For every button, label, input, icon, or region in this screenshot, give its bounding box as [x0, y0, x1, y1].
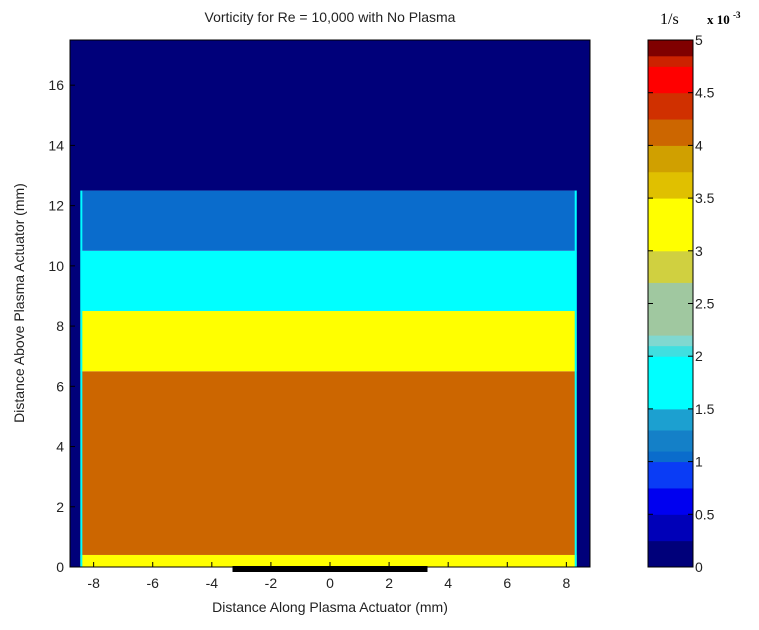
- colorbar-tick-label: 2.5: [695, 296, 715, 312]
- outside-region-0: [70, 40, 81, 567]
- colorbar-level-15: [648, 119, 693, 146]
- colorbar-multiplier: x 10 -3: [707, 10, 741, 27]
- colorbar-multiplier-base: x 10: [707, 12, 730, 27]
- y-tick-label: 2: [56, 499, 64, 515]
- y-tick-label: 16: [48, 77, 64, 93]
- colorbar-tick-label: 3: [695, 243, 703, 259]
- x-axis-label: Distance Along Plasma Actuator (mm): [212, 599, 448, 615]
- x-tick-label: -6: [147, 575, 160, 591]
- colorbar-level-13: [648, 171, 693, 199]
- vorticity-band-2: [70, 311, 590, 372]
- colorbar-level-11: [648, 250, 693, 283]
- vorticity-band-4: [70, 190, 590, 251]
- colorbar-level-17: [648, 66, 693, 94]
- y-tick-label: 6: [56, 378, 64, 394]
- y-tick-labels: 0 2 4 6 8 10 12 14 16: [48, 77, 75, 575]
- x-tick-labels: -8 -6 -4 -2 0 2 4 6 8: [87, 562, 570, 591]
- y-tick-label: 14: [48, 137, 64, 153]
- vorticity-band-3: [70, 250, 590, 312]
- colorbar-tick-label: 0: [695, 559, 703, 575]
- y-tick-label: 4: [56, 439, 64, 455]
- left-edge-line: [80, 190, 83, 567]
- y-tick-label: 12: [48, 198, 64, 214]
- colorbar-level-9: [648, 335, 693, 347]
- colorbar-level-8: [648, 345, 693, 357]
- colorbar-level-5: [648, 429, 693, 452]
- y-tick-label: 10: [48, 258, 64, 274]
- colorbar-tick-label: 3.5: [695, 190, 715, 206]
- colorbar-level-12: [648, 198, 693, 252]
- y-axis-label: Distance Above Plasma Actuator (mm): [11, 183, 27, 423]
- colorbar-multiplier-exponent: -3: [733, 10, 741, 20]
- actuator-electrode-0: [232, 566, 330, 572]
- actuator-electrode-1: [330, 566, 428, 572]
- colorbar-tick-label: 2: [695, 348, 703, 364]
- colorbar-level-18: [648, 55, 693, 67]
- colorbar-tick-label: 4: [695, 137, 703, 153]
- vorticity-band-0: [70, 554, 590, 567]
- x-tick-label: -8: [87, 575, 100, 591]
- colorbar: [647, 39, 694, 568]
- colorbar-unit-label: 1/s: [660, 11, 679, 28]
- x-tick-label: 2: [385, 575, 393, 591]
- x-tick-label: 4: [444, 575, 452, 591]
- colorbar-tick-labels: 0 0.5 1 1.5 2 2.5 3 3.5 4 4.5 5: [648, 32, 715, 575]
- colorbar-level-7: [648, 356, 693, 410]
- colorbar-level-2: [648, 487, 693, 515]
- colorbar-level-19: [648, 40, 693, 57]
- y-tick-label: 8: [56, 318, 64, 334]
- colorbar-tick-label: 5: [695, 32, 703, 48]
- colorbar-level-16: [648, 92, 693, 120]
- x-tick-label: 8: [562, 575, 570, 591]
- y-tick-label: 0: [56, 559, 64, 575]
- colorbar-tick-label: 0.5: [695, 506, 715, 522]
- right-edge-line: [574, 190, 577, 567]
- colorbar-level-14: [648, 145, 693, 173]
- colorbar-level-0: [648, 540, 693, 568]
- colorbar-tick-label: 1: [695, 454, 703, 470]
- colorbar-level-10: [648, 282, 693, 336]
- colorbar-tick-label: 4.5: [695, 85, 715, 101]
- colorbar-level-6: [648, 408, 693, 431]
- colorbar-level-3: [648, 461, 693, 489]
- outside-region-1: [576, 40, 590, 567]
- x-tick-label: 6: [503, 575, 511, 591]
- vorticity-band-1: [70, 371, 590, 555]
- vorticity-band-5: [70, 40, 590, 191]
- colorbar-tick-label: 1.5: [695, 401, 715, 417]
- x-tick-label: 0: [326, 575, 334, 591]
- colorbar-level-4: [648, 451, 693, 463]
- chart-title: Vorticity for Re = 10,000 with No Plasma: [205, 9, 456, 25]
- x-tick-label: -4: [206, 575, 219, 591]
- x-tick-label: -2: [265, 575, 278, 591]
- colorbar-level-1: [648, 514, 693, 542]
- plot-area: [69, 39, 591, 572]
